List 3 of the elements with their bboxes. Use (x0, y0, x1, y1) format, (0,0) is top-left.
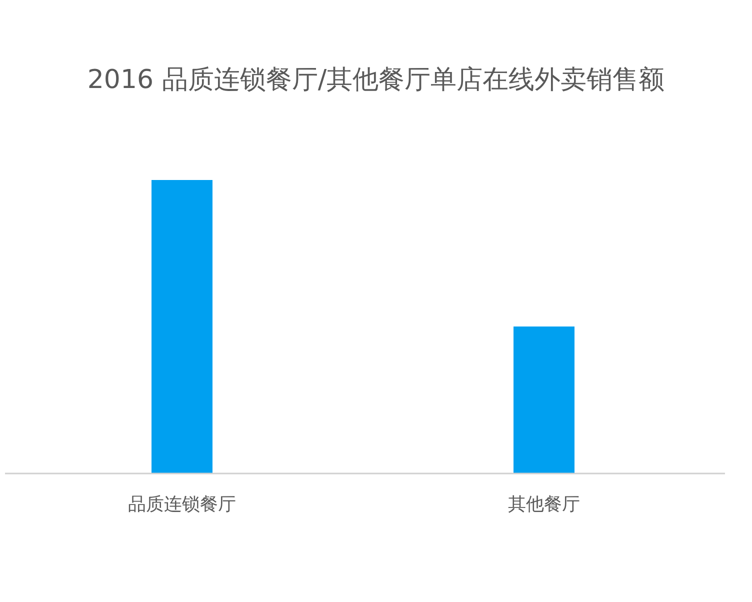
title: 2016 品质连锁餐厅/其他餐厅单店在线外卖销售额 (87, 65, 665, 95)
x-tick-label: 其他餐厅 (508, 494, 580, 515)
x-tick-label: 品质连锁餐厅 (128, 494, 236, 515)
